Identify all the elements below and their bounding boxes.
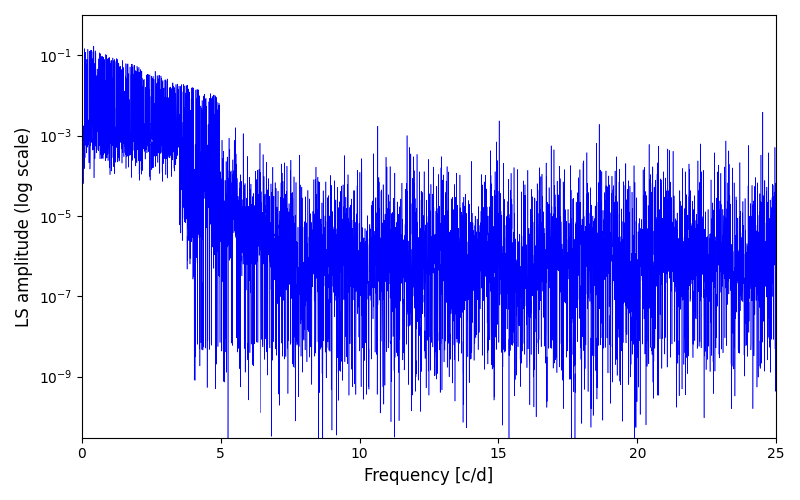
Y-axis label: LS amplitude (log scale): LS amplitude (log scale) bbox=[15, 126, 33, 326]
X-axis label: Frequency [c/d]: Frequency [c/d] bbox=[364, 467, 494, 485]
